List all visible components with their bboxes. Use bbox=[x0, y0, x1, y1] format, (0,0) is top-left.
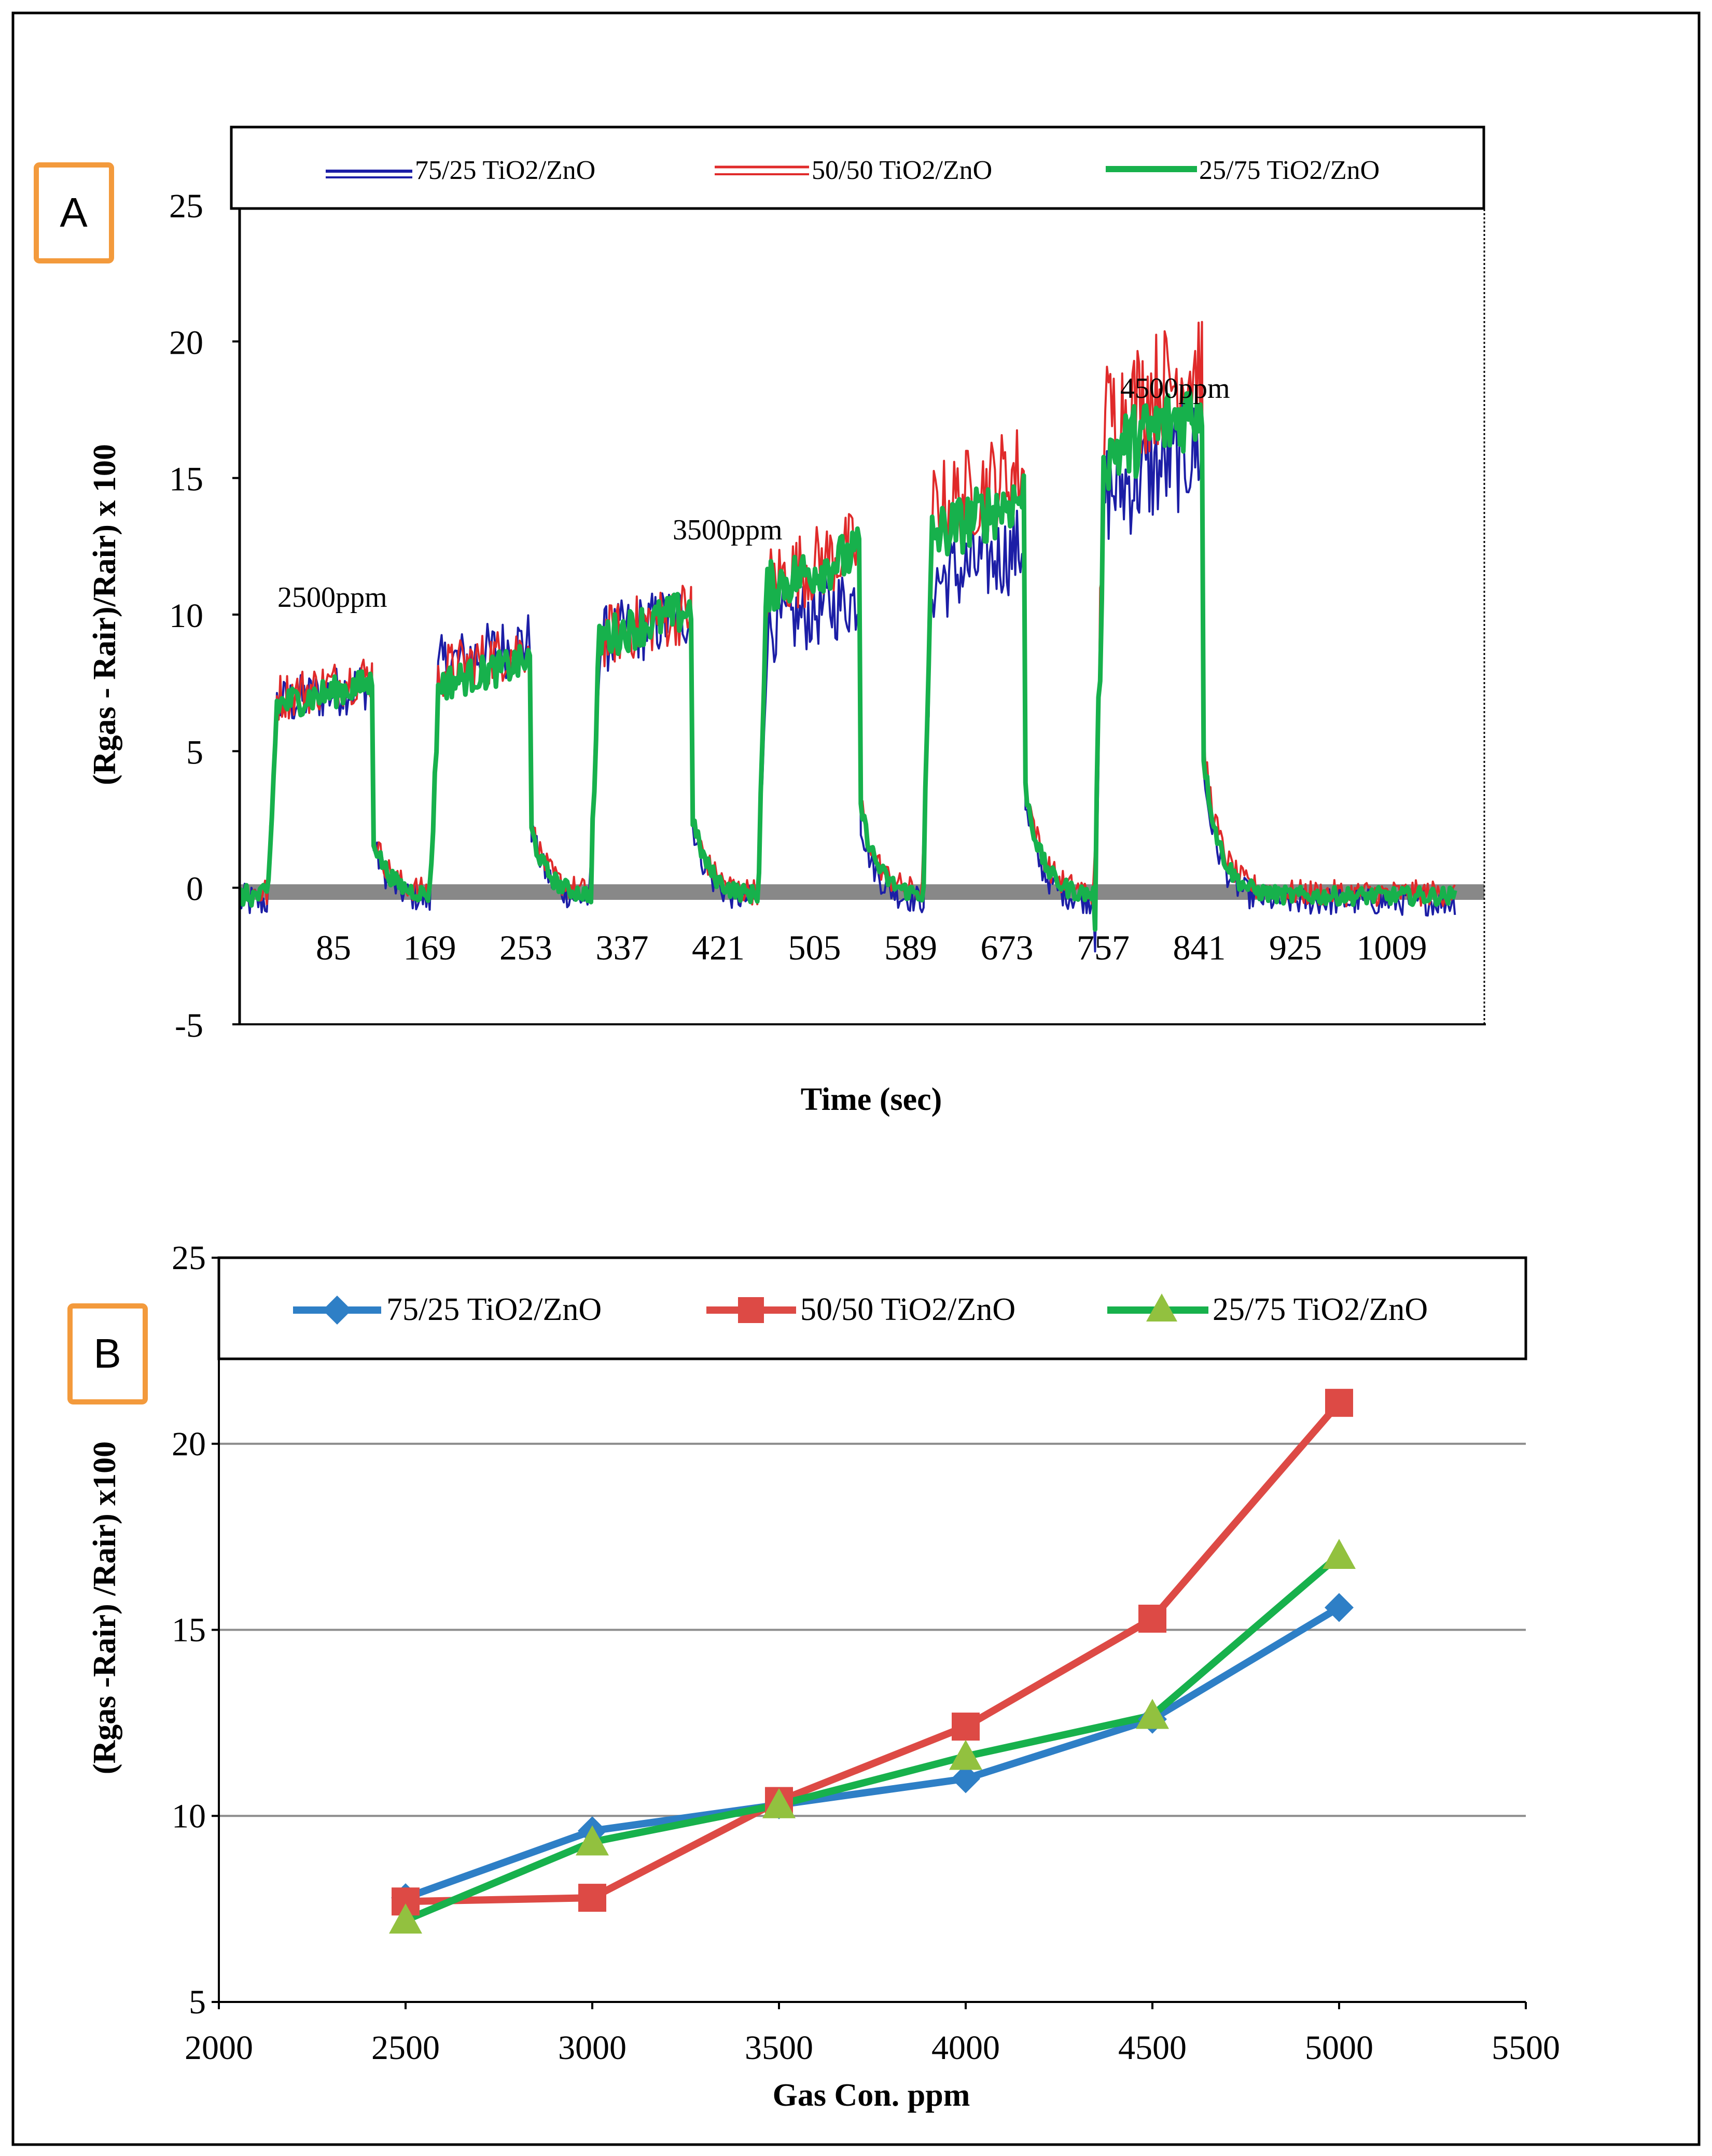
legend-b-item-25-75: 25/75 TiO2/ZnO bbox=[1107, 1292, 1428, 1327]
panel-a-x-tick-label: 589 bbox=[884, 928, 937, 967]
panel-b-x-tick-label: 5000 bbox=[1305, 2029, 1373, 2067]
panel-a-x-tick-label: 169 bbox=[403, 928, 456, 967]
series-25-75-tio2-zno bbox=[239, 390, 1457, 932]
panel-b-y-tick-label: 15 bbox=[172, 1611, 206, 1649]
legend-square-marker bbox=[738, 1297, 764, 1323]
panel-b-series-lines bbox=[404, 1400, 1342, 1924]
panel-b-y-tick-labels: 25 20 15 10 5 bbox=[172, 1239, 219, 2021]
data-point-triangle bbox=[762, 1788, 796, 1818]
panel-a-x-tick-label: 673 bbox=[981, 928, 1034, 967]
panel-b-y-tick-label: 5 bbox=[189, 1983, 206, 2021]
panel-a-x-tick-label: 841 bbox=[1173, 928, 1226, 967]
panel-b-x-tick-label: 4000 bbox=[931, 2029, 1000, 2067]
series-trace bbox=[239, 401, 1456, 953]
panel-b-x-tick-label: 2500 bbox=[371, 2029, 440, 2067]
data-point-triangle bbox=[1323, 1539, 1356, 1569]
panel-b-line-square bbox=[405, 1400, 1342, 1905]
data-point-triangle bbox=[949, 1740, 982, 1770]
panel-a-x-tick-label: 757 bbox=[1077, 928, 1130, 967]
data-point-triangle bbox=[1136, 1699, 1169, 1729]
annotation-2500ppm: 2500ppm bbox=[277, 581, 387, 614]
data-point-triangle bbox=[576, 1825, 609, 1856]
legend-b-label-75-25: 75/25 TiO2/ZnO bbox=[386, 1292, 602, 1327]
panel-a-x-tick-label: 421 bbox=[692, 928, 745, 967]
panel-a-label-box bbox=[34, 162, 114, 263]
legend-label-50-50: 50/50 TiO2/ZnO bbox=[812, 156, 992, 185]
panel-a-x-tick-label: 505 bbox=[788, 928, 841, 967]
panel-a-y-tick-label: 10 bbox=[169, 597, 203, 635]
panel-a-x-tick-label: 85 bbox=[316, 928, 351, 967]
panel-a-label: A bbox=[60, 189, 88, 235]
annotation-4500ppm: 4500ppm bbox=[1120, 372, 1230, 405]
panel-b-x-tick-label: 3500 bbox=[745, 2029, 813, 2067]
legend-triangle-marker bbox=[1146, 1293, 1177, 1322]
panel-a-y-tick-label: 15 bbox=[169, 461, 203, 498]
data-point-diamond bbox=[1325, 1593, 1354, 1622]
panel-a-x-tick-labels: 85 169 253 337 421 505 589 673 757 841 925 1009 bbox=[316, 928, 1427, 967]
panel-b-x-tick-label: 2000 bbox=[185, 2029, 253, 2067]
panel-b-x-axis-label: Gas Con. ppm bbox=[773, 2078, 970, 2113]
panel-a-y-ticks: 25 20 15 10 5 0 -5 bbox=[169, 187, 240, 1045]
legend-b-label-50-50: 50/50 TiO2/ZnO bbox=[800, 1292, 1015, 1327]
legend-item-75-25: 75/25 TiO2/ZnO bbox=[326, 156, 595, 185]
panel-a-y-tick-label: 5 bbox=[186, 733, 203, 771]
panel-b-x-tick-label: 4500 bbox=[1118, 2029, 1187, 2067]
panel-a-y-axis-label: (Rgas - Rair)/Rair) x 100 bbox=[87, 444, 122, 785]
data-point-triangle bbox=[389, 1903, 422, 1934]
panel-b-series-markers bbox=[389, 1388, 1356, 1934]
series-trace bbox=[239, 321, 1456, 908]
panel-a-y-tick-label: 20 bbox=[169, 324, 203, 361]
series-75-25-tio2-zno bbox=[239, 401, 1456, 953]
legend-b-item-75-25: 75/25 TiO2/ZnO bbox=[293, 1292, 602, 1327]
panel-b-x-ticks: 2000 2500 3000 3500 4000 4500 5000 5500 bbox=[185, 2002, 1560, 2067]
annotation-3500ppm: 3500ppm bbox=[673, 514, 783, 546]
panel-b-label-box bbox=[67, 1303, 148, 1404]
panel-b-x-tick-label: 3000 bbox=[558, 2029, 627, 2067]
panel-b-x-tick-label: 5500 bbox=[1492, 2029, 1560, 2067]
panel-b-line-triangle bbox=[404, 1552, 1342, 1924]
panel-a-x-axis-label: Time (sec) bbox=[801, 1082, 942, 1117]
data-point-square bbox=[578, 1884, 606, 1912]
panel-b-legend bbox=[217, 1256, 1527, 1360]
panel-a-x-tick-label: 337 bbox=[596, 928, 649, 967]
panel-b: 25 20 15 10 5 2000 2500 3000 3500 4000 4500 5000 55… bbox=[67, 1239, 1560, 2113]
data-point-square bbox=[1325, 1388, 1353, 1417]
data-point-square bbox=[1138, 1604, 1166, 1633]
legend-b-item-50-50: 50/50 TiO2/ZnO bbox=[706, 1292, 1015, 1327]
series-50-50-tio2-zno bbox=[239, 321, 1456, 908]
panel-b-label: B bbox=[93, 1330, 121, 1376]
panel-a-x-tick-label: 253 bbox=[499, 928, 552, 967]
panel-a-y-tick-label: 0 bbox=[186, 870, 203, 908]
panel-a-x-tick-label: 1009 bbox=[1357, 928, 1427, 967]
legend-item-50-50: 50/50 TiO2/ZnO bbox=[715, 156, 992, 185]
panel-b-line-diamond bbox=[404, 1604, 1341, 1901]
panel-a-legend bbox=[230, 126, 1485, 210]
panel-a-x-tick-label: 925 bbox=[1269, 928, 1322, 967]
legend-diamond-marker bbox=[323, 1296, 352, 1325]
data-point-diamond bbox=[951, 1764, 980, 1793]
series-trace bbox=[239, 390, 1457, 932]
legend-label-75-25: 75/25 TiO2/ZnO bbox=[415, 156, 595, 185]
panel-b-y-tick-label: 10 bbox=[172, 1797, 206, 1835]
panel-a-y-tick-label: -5 bbox=[175, 1007, 203, 1045]
panel-a-y-tick-label: 25 bbox=[169, 187, 203, 225]
panel-b-y-tick-label: 20 bbox=[172, 1425, 206, 1463]
data-point-square bbox=[952, 1713, 980, 1741]
figure-frame bbox=[11, 11, 1701, 2146]
legend-label-25-75: 25/75 TiO2/ZnO bbox=[1199, 156, 1380, 185]
panel-b-y-tick-label: 25 bbox=[172, 1239, 206, 1277]
panel-b-y-axis-label: (Rgas -Rair) /Rair) x100 bbox=[87, 1441, 122, 1774]
legend-item-25-75: 25/75 TiO2/ZnO bbox=[1106, 156, 1380, 185]
legend-b-label-25-75: 25/75 TiO2/ZnO bbox=[1213, 1292, 1428, 1327]
